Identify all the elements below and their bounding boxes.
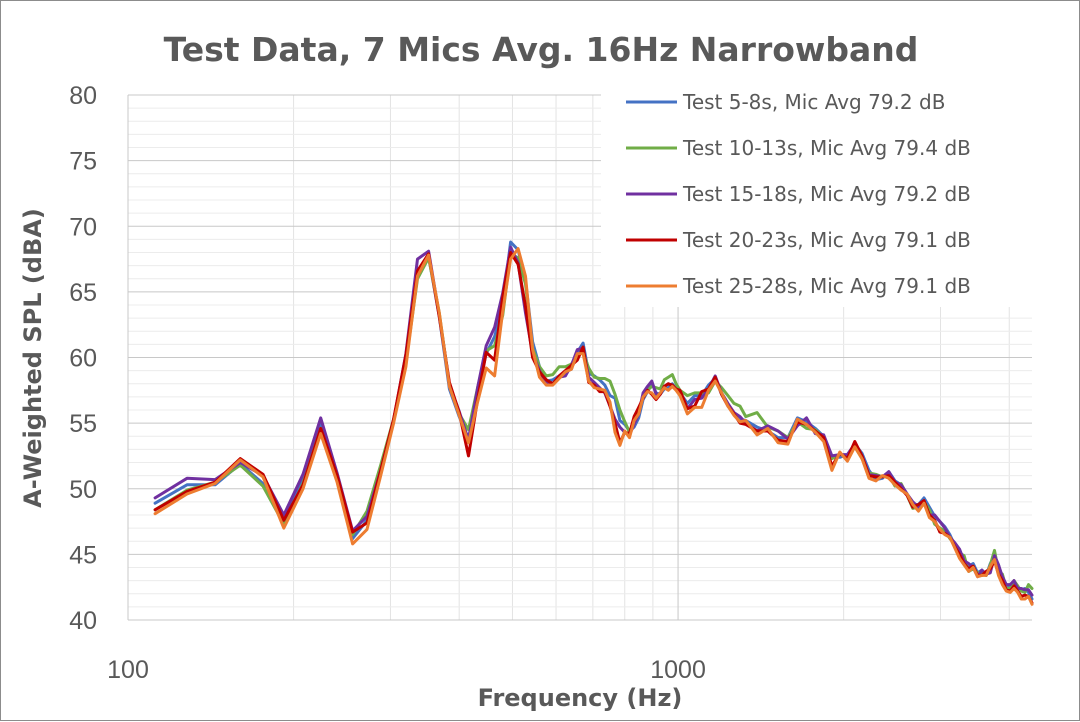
series-lines [153, 240, 1034, 606]
y-tick-label: 75 [69, 148, 97, 176]
y-tick-label: 40 [69, 607, 97, 635]
legend-label: Test 15-18s, Mic Avg 79.2 dB [682, 182, 971, 206]
series-line [153, 247, 1034, 606]
y-tick-label: 65 [69, 279, 97, 307]
x-tick-label: 100 [107, 656, 149, 684]
x-axis-label: Frequency (Hz) [478, 684, 683, 712]
y-tick-label: 60 [69, 345, 97, 373]
legend-label: Test 25-28s, Mic Avg 79.1 dB [682, 274, 971, 298]
y-tick-label: 50 [69, 476, 97, 504]
y-axis-label: A-Weighted SPL (dBA) [19, 208, 47, 508]
y-axis-ticks: 40 45 50 55 60 65 70 75 80 [69, 82, 97, 635]
x-tick-label: 1000 [650, 656, 706, 684]
legend-label: Test 10-13s, Mic Avg 79.4 dB [682, 136, 971, 160]
y-tick-label: 80 [69, 82, 97, 110]
y-tick-label: 70 [69, 213, 97, 241]
legend: Test 5-8s, Mic Avg 79.2 dB Test 10-13s, M… [626, 90, 971, 298]
chart-title: Test Data, 7 Mics Avg. 16Hz Narrowband [164, 30, 919, 69]
legend-label: Test 5-8s, Mic Avg 79.2 dB [682, 90, 945, 114]
x-axis-ticks: 100 1000 [107, 656, 706, 684]
legend-label: Test 20-23s, Mic Avg 79.1 dB [682, 228, 971, 252]
y-tick-label: 45 [69, 541, 97, 569]
y-tick-label: 55 [69, 410, 97, 438]
